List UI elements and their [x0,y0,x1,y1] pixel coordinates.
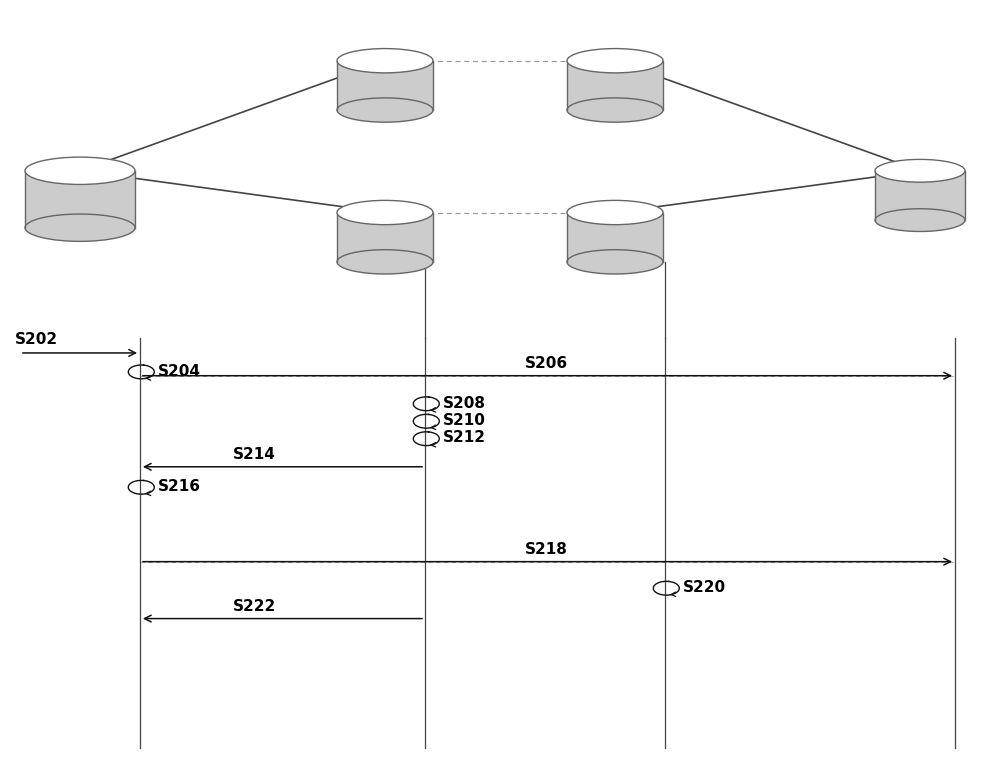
Ellipse shape [25,214,135,241]
Text: S208: S208 [443,395,486,411]
Ellipse shape [337,200,433,225]
Text: S204: S204 [158,364,201,379]
Ellipse shape [875,209,965,231]
Ellipse shape [359,54,411,68]
Bar [567,213,663,262]
Ellipse shape [567,200,663,225]
Text: S222: S222 [232,599,276,614]
Ellipse shape [875,159,965,182]
Ellipse shape [337,98,433,122]
Ellipse shape [895,165,945,177]
Ellipse shape [50,163,110,178]
Bar [25,171,135,228]
Ellipse shape [337,250,433,274]
Text: S206: S206 [525,356,568,371]
Ellipse shape [589,206,641,219]
Text: S216: S216 [158,479,201,494]
Text: S214: S214 [232,447,275,462]
Text: S210: S210 [443,413,486,428]
Bar [875,171,965,220]
Ellipse shape [337,49,433,73]
Ellipse shape [25,157,135,184]
Text: S218: S218 [525,542,568,557]
Bar [337,213,433,262]
Ellipse shape [589,54,641,68]
Text: S202: S202 [15,332,58,347]
Ellipse shape [567,98,663,122]
Ellipse shape [567,49,663,73]
Text: S220: S220 [683,580,726,595]
Ellipse shape [567,250,663,274]
Ellipse shape [359,206,411,219]
Bar [567,61,663,110]
Text: S212: S212 [443,430,486,446]
Bar [337,61,433,110]
